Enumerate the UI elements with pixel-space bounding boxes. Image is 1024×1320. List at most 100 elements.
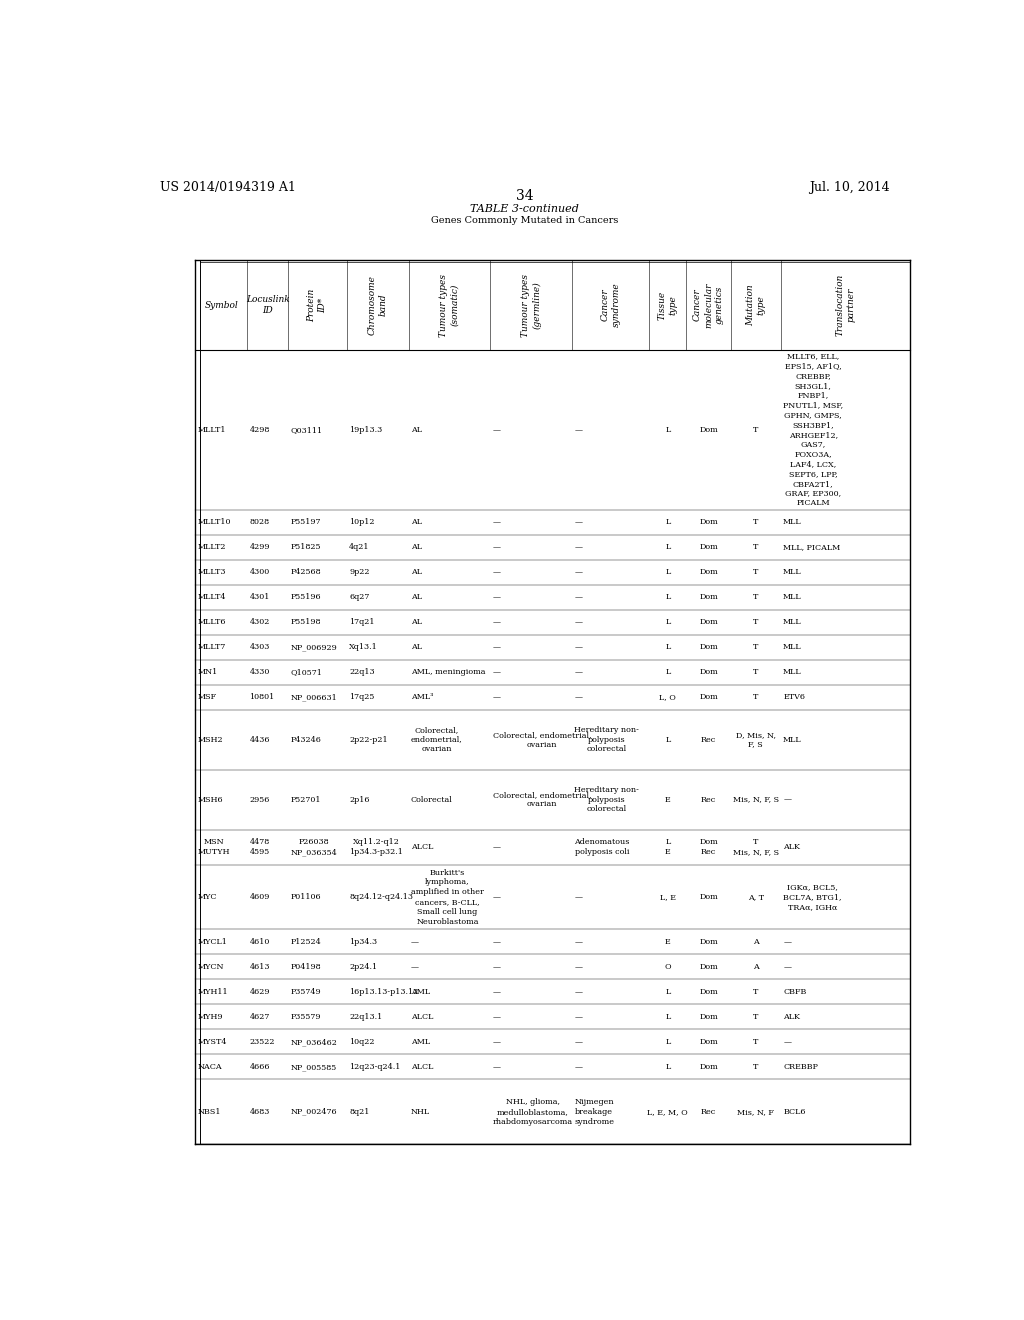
Text: MYCN: MYCN: [198, 964, 224, 972]
Text: 19p13.3: 19p13.3: [349, 426, 382, 434]
Text: NP_006631: NP_006631: [291, 693, 338, 701]
Text: MLL: MLL: [783, 668, 802, 676]
Text: Symbol: Symbol: [205, 301, 239, 309]
Text: E: E: [665, 939, 671, 946]
Text: Dom: Dom: [699, 569, 718, 577]
Text: Adenomatous
polyposis coli: Adenomatous polyposis coli: [574, 838, 630, 855]
Text: Dom: Dom: [699, 939, 718, 946]
Text: Chromosome
band: Chromosome band: [368, 275, 388, 335]
Text: MYST4: MYST4: [198, 1038, 227, 1045]
Text: MLLT6, ELL,
EPS15, AF1Q,
CREBBP,
SH3GL1,
FNBP1,
PNUTL1, MSF,
GPHN, GMPS,
SSH3BP1: MLLT6, ELL, EPS15, AF1Q, CREBBP, SH3GL1,…: [783, 352, 844, 507]
Text: —: —: [574, 1038, 583, 1045]
Text: T: T: [754, 593, 759, 602]
Text: —: —: [574, 519, 583, 527]
Text: L: L: [666, 987, 671, 995]
Text: 2p24.1: 2p24.1: [349, 964, 377, 972]
Text: 23522: 23522: [250, 1038, 274, 1045]
Text: Mis, N, F: Mis, N, F: [737, 1107, 774, 1115]
Text: ALCL: ALCL: [411, 1063, 433, 1071]
Text: Translocation
partner: Translocation partner: [836, 273, 855, 337]
Text: —: —: [493, 618, 501, 626]
Text: —: —: [783, 1038, 792, 1045]
Text: Rec: Rec: [701, 796, 716, 804]
Text: Tumour types
(germline): Tumour types (germline): [521, 273, 542, 337]
Text: MLLT2: MLLT2: [198, 544, 226, 552]
Text: L: L: [666, 1012, 671, 1020]
Text: Rec: Rec: [701, 735, 716, 743]
Text: MLL: MLL: [783, 519, 802, 527]
Text: L: L: [666, 426, 671, 434]
Text: NP_005585: NP_005585: [291, 1063, 337, 1071]
Text: MLL: MLL: [783, 618, 802, 626]
Text: MN1: MN1: [198, 668, 218, 676]
Text: MLL: MLL: [783, 569, 802, 577]
Text: 10q22: 10q22: [349, 1038, 375, 1045]
Text: T: T: [754, 569, 759, 577]
Text: 10p12: 10p12: [349, 519, 375, 527]
Text: MLLT10: MLLT10: [198, 519, 231, 527]
Text: P55198: P55198: [291, 618, 322, 626]
Text: L: L: [666, 735, 671, 743]
Text: —: —: [574, 569, 583, 577]
Text: L: L: [666, 1038, 671, 1045]
Text: 4478
4595: 4478 4595: [250, 838, 269, 855]
Text: T: T: [754, 519, 759, 527]
Text: AML, meningioma: AML, meningioma: [411, 668, 485, 676]
Text: NHL, glioma,
medulloblastoma,
rhabdomyosarcoma: NHL, glioma, medulloblastoma, rhabdomyos…: [493, 1098, 572, 1126]
Text: —: —: [574, 668, 583, 676]
Text: MLLT6: MLLT6: [198, 618, 226, 626]
Text: T: T: [754, 618, 759, 626]
Text: 4627: 4627: [250, 1012, 269, 1020]
Text: —: —: [574, 643, 583, 651]
Text: AL: AL: [411, 569, 422, 577]
Text: O: O: [665, 964, 671, 972]
Text: T: T: [754, 1038, 759, 1045]
Text: ALK: ALK: [783, 1012, 800, 1020]
Text: 2p22-p21: 2p22-p21: [349, 735, 388, 743]
Text: US 2014/0194319 A1: US 2014/0194319 A1: [160, 181, 296, 194]
Text: NBS1: NBS1: [198, 1107, 221, 1115]
Text: ALCL: ALCL: [411, 1012, 433, 1020]
Text: AL: AL: [411, 544, 422, 552]
Text: —: —: [493, 643, 501, 651]
Text: T: T: [754, 693, 759, 701]
Text: Dom: Dom: [699, 519, 718, 527]
Text: L, O: L, O: [659, 693, 676, 701]
Text: P43246: P43246: [291, 735, 322, 743]
Text: P52701: P52701: [291, 796, 322, 804]
Text: Burkitt's
lymphoma,
amplified in other
cancers, B-CLL,
Small cell lung
Neuroblas: Burkitt's lymphoma, amplified in other c…: [411, 869, 484, 925]
Text: MSF: MSF: [198, 693, 217, 701]
Text: T: T: [754, 1063, 759, 1071]
Text: —: —: [574, 593, 583, 602]
Text: —: —: [574, 544, 583, 552]
Text: Dom
Rec: Dom Rec: [699, 838, 718, 855]
Text: 4330: 4330: [250, 668, 269, 676]
Text: Dom: Dom: [699, 544, 718, 552]
Text: 4301: 4301: [250, 593, 269, 602]
Text: L
E: L E: [665, 838, 671, 855]
Text: MSH6: MSH6: [198, 796, 223, 804]
Text: P04198: P04198: [291, 964, 322, 972]
Text: T: T: [754, 987, 759, 995]
Text: 22q13: 22q13: [349, 668, 375, 676]
Text: Cancer
syndrome: Cancer syndrome: [600, 282, 621, 327]
Text: P55197: P55197: [291, 519, 322, 527]
Text: Dom: Dom: [699, 1063, 718, 1071]
Text: —: —: [574, 426, 583, 434]
Text: Dom: Dom: [699, 618, 718, 626]
Text: Dom: Dom: [699, 894, 718, 902]
Text: 22q13.1: 22q13.1: [349, 1012, 382, 1020]
Text: L: L: [666, 519, 671, 527]
Text: T
Mis, N, F, S: T Mis, N, F, S: [733, 838, 779, 855]
Text: Dom: Dom: [699, 693, 718, 701]
Text: —: —: [574, 618, 583, 626]
Text: Colorectal, endometrial,
ovarian: Colorectal, endometrial, ovarian: [493, 731, 591, 748]
Text: Dom: Dom: [699, 426, 718, 434]
Text: 9p22: 9p22: [349, 569, 370, 577]
Text: Jul. 10, 2014: Jul. 10, 2014: [809, 181, 890, 194]
Text: 4q21: 4q21: [349, 544, 370, 552]
Text: 17q21: 17q21: [349, 618, 375, 626]
Text: Xq11.2-q12
1p34.3-p32.1: Xq11.2-q12 1p34.3-p32.1: [349, 838, 403, 855]
Text: T: T: [754, 668, 759, 676]
Text: MLL: MLL: [783, 643, 802, 651]
